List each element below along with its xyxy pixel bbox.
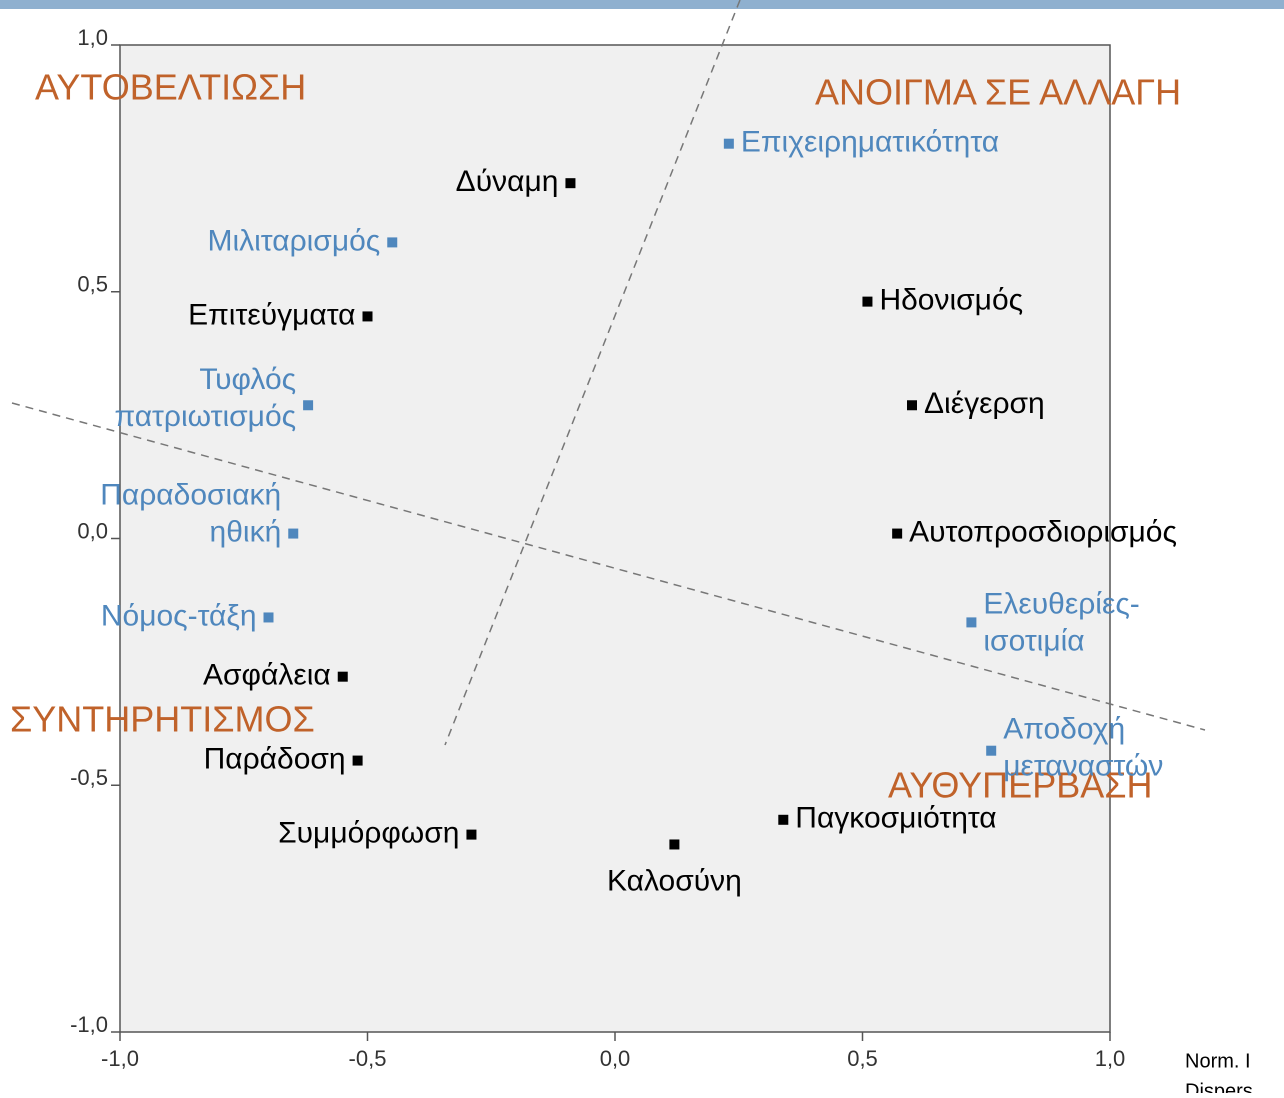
point-label: Ελευθερίες- bbox=[983, 587, 1139, 620]
point bbox=[288, 528, 299, 539]
point bbox=[778, 814, 789, 825]
point bbox=[466, 829, 477, 840]
y-tick-label: -0,5 bbox=[70, 765, 108, 790]
x-tick-label: -1,0 bbox=[101, 1046, 139, 1071]
point-label: Επιτεύγματα bbox=[188, 298, 355, 331]
top-bar bbox=[0, 0, 1284, 9]
y-tick-label: 1,0 bbox=[77, 25, 108, 50]
point-label: ισοτιμία bbox=[983, 624, 1084, 657]
divider-line bbox=[444, 0, 741, 746]
x-tick-label: 0,0 bbox=[600, 1046, 631, 1071]
note: Norm. I bbox=[1185, 1050, 1251, 1072]
x-tick-label: 0,5 bbox=[847, 1046, 878, 1071]
point bbox=[966, 617, 977, 628]
point-label: Επιχειρηματικότητα bbox=[741, 126, 999, 159]
point-label: Αποδοχή bbox=[1003, 713, 1125, 746]
point-label: Παράδοση bbox=[204, 742, 346, 775]
quadrant-label: ΑΝΟΙΓΜΑ ΣΕ ΑΛΛΑΓΗ bbox=[815, 72, 1181, 113]
point-label: Παραδοσιακή bbox=[100, 478, 281, 511]
y-tick-label: 0,0 bbox=[77, 518, 108, 543]
point bbox=[387, 237, 398, 248]
point-label: Παγκοσμιότητα bbox=[795, 802, 996, 835]
point-label: Καλοσύνη bbox=[607, 864, 742, 897]
point-label: Συμμόρφωση bbox=[278, 817, 459, 850]
quadrant-label: ΑΥΤΟΒΕΛΤΙΩΣΗ bbox=[35, 67, 306, 108]
point-label: Αυτοπροσδιορισμός bbox=[909, 515, 1177, 548]
plot-area bbox=[119, 44, 1111, 1033]
point bbox=[723, 138, 734, 149]
point bbox=[669, 839, 680, 850]
point-label: Διέγερση bbox=[924, 387, 1045, 420]
quadrant-label: ΣΥΝΤΗΡΗΤΙΣΜΟΣ bbox=[10, 699, 315, 740]
note: Dispers bbox=[1185, 1080, 1253, 1093]
point bbox=[352, 755, 363, 766]
point-label: μεταναστών bbox=[1003, 750, 1163, 783]
y-tick-label: -1,0 bbox=[70, 1012, 108, 1037]
x-tick-label: 1,0 bbox=[1095, 1046, 1126, 1071]
point bbox=[862, 296, 873, 307]
point bbox=[337, 671, 348, 682]
point bbox=[986, 745, 997, 756]
point-label: Μιλιταρισμός bbox=[207, 224, 380, 257]
point-label: πατριωτισμός bbox=[114, 400, 296, 433]
divider-line bbox=[11, 402, 1206, 731]
point-label: ηθική bbox=[210, 515, 282, 548]
point bbox=[303, 400, 314, 411]
point bbox=[907, 400, 917, 411]
point bbox=[892, 528, 903, 539]
point-label: Τυφλός bbox=[199, 363, 296, 396]
point-label: Δύναμη bbox=[456, 165, 559, 198]
point bbox=[565, 178, 576, 189]
quadrant-label: ΑΥΘΥΠΕΡΒΑΣΗ bbox=[888, 765, 1152, 806]
point-label: Ασφάλεια bbox=[203, 659, 331, 692]
y-tick-label: 0,5 bbox=[77, 272, 108, 297]
x-tick-label: -0,5 bbox=[349, 1046, 387, 1071]
point bbox=[362, 311, 373, 322]
point-label: Νόμος-τάξη bbox=[101, 599, 257, 632]
point-label: Ηδονισμός bbox=[879, 284, 1023, 317]
point bbox=[263, 612, 274, 623]
